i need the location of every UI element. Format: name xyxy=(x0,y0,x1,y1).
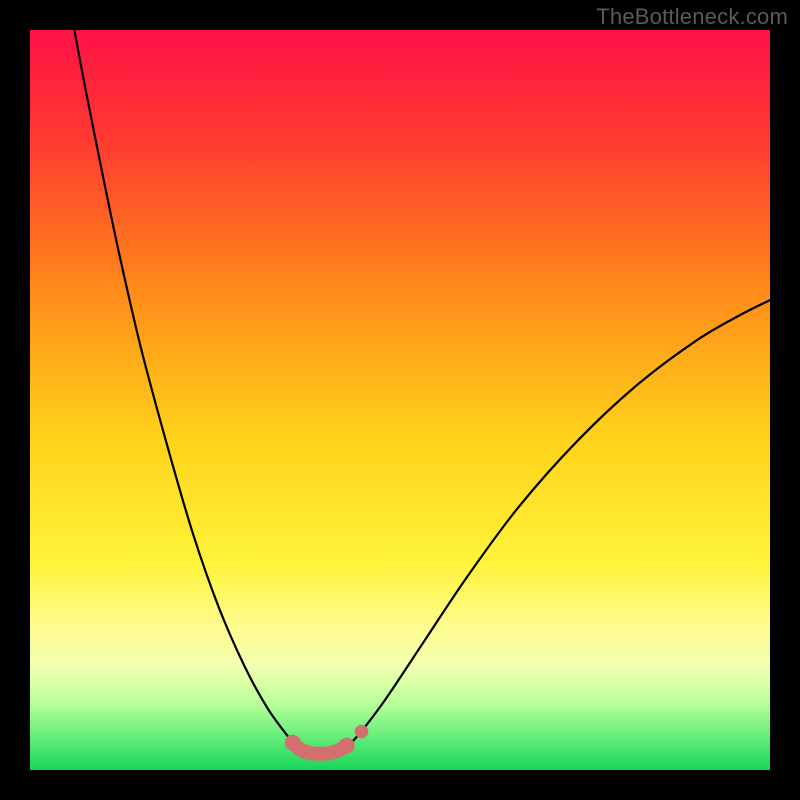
valley-marker-dot xyxy=(285,735,301,751)
chart-frame: TheBottleneck.com xyxy=(0,0,800,800)
valley-marker-dot xyxy=(339,738,355,754)
watermark-text: TheBottleneck.com xyxy=(596,4,788,30)
plot-svg xyxy=(30,30,770,770)
plot-area xyxy=(30,30,770,770)
valley-marker-dot xyxy=(355,725,369,739)
plot-background xyxy=(30,30,770,770)
